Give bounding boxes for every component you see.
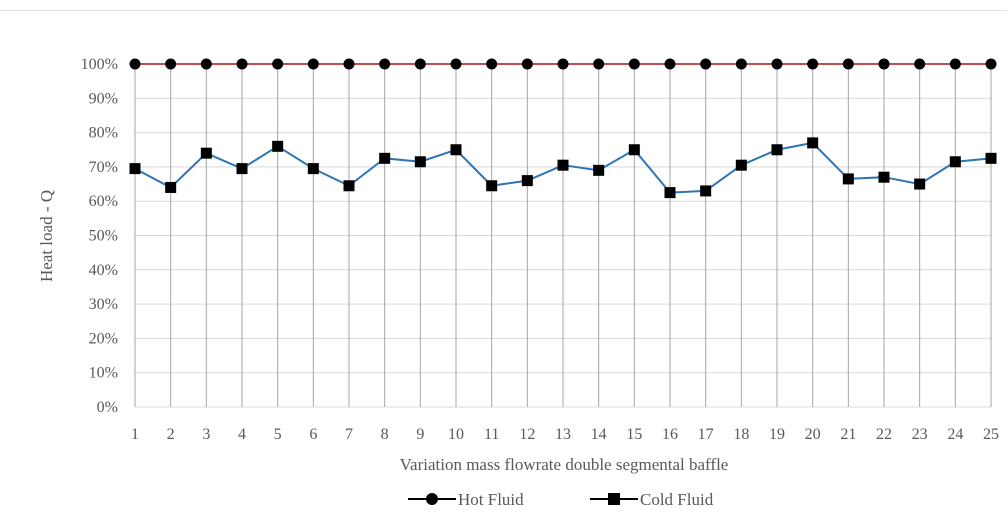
x-tick-label: 21	[840, 426, 856, 443]
data-point	[272, 140, 284, 152]
x-tick-label: 1	[131, 426, 139, 443]
data-point	[129, 58, 141, 70]
data-point	[593, 58, 605, 70]
data-point	[236, 163, 248, 175]
data-point	[307, 58, 319, 70]
data-point	[593, 164, 605, 176]
y-tick-label: 80%	[89, 125, 118, 142]
x-tick-label: 11	[484, 426, 499, 443]
data-point	[165, 181, 177, 193]
data-point	[807, 58, 819, 70]
x-tick-label: 12	[519, 426, 535, 443]
legend: Hot Fluid Cold Fluid	[408, 490, 714, 509]
x-tick-label: 13	[555, 426, 571, 443]
data-point	[486, 180, 498, 192]
x-tick-label: 24	[947, 426, 963, 443]
data-point	[735, 58, 747, 70]
data-point	[486, 58, 498, 70]
y-tick-label: 50%	[89, 228, 118, 245]
data-point	[807, 137, 819, 149]
data-point	[771, 58, 783, 70]
data-point	[949, 58, 961, 70]
data-point	[379, 152, 391, 164]
x-tick-label: 4	[238, 426, 246, 443]
x-tick-label: 14	[591, 426, 607, 443]
data-point	[557, 159, 569, 171]
chart-area	[0, 10, 1007, 525]
x-tick-label: 3	[202, 426, 210, 443]
data-point	[985, 58, 997, 70]
y-tick-label: 100%	[81, 56, 118, 73]
data-point	[165, 58, 177, 70]
y-tick-label: 30%	[89, 296, 118, 313]
data-point	[272, 58, 284, 70]
data-point	[414, 156, 426, 168]
data-point	[735, 159, 747, 171]
data-point	[521, 58, 533, 70]
data-point	[628, 144, 640, 156]
data-point	[914, 58, 926, 70]
data-point	[700, 58, 712, 70]
x-tick-label: 6	[309, 426, 317, 443]
data-point	[771, 144, 783, 156]
x-axis-tick-labels: 1 2 3 4 5 6 7 8 9 10 11 12 13 14 15 16 17 18 19 20 21 22 23 24 2…	[131, 426, 999, 443]
x-tick-label: 19	[769, 426, 785, 443]
x-tick-label: 22	[876, 426, 892, 443]
x-tick-label: 23	[912, 426, 928, 443]
y-tick-label: 40%	[89, 262, 118, 279]
data-point	[450, 58, 462, 70]
data-point	[343, 180, 355, 192]
y-tick-label: 0%	[97, 399, 118, 416]
legend-marker-square	[608, 493, 620, 505]
x-tick-label: 9	[416, 426, 424, 443]
x-tick-label: 20	[805, 426, 821, 443]
data-point	[343, 58, 355, 70]
data-point	[521, 175, 533, 187]
legend-label: Hot Fluid	[458, 490, 524, 509]
data-point	[236, 58, 248, 70]
grid-lines	[134, 63, 992, 408]
y-axis-title: Heat load - Q	[37, 190, 56, 282]
data-point	[664, 187, 676, 199]
data-point	[414, 58, 426, 70]
x-tick-label: 7	[345, 426, 353, 443]
data-point	[878, 58, 890, 70]
y-tick-label: 20%	[89, 330, 118, 347]
data-point	[878, 171, 890, 183]
x-tick-label: 8	[381, 426, 389, 443]
data-point	[628, 58, 640, 70]
data-point	[949, 156, 961, 168]
data-point	[664, 58, 676, 70]
series-group	[129, 58, 997, 199]
y-axis-tick-labels: 0% 10% 20% 30% 40% 50% 60% 70% 80% 90% 100%	[81, 56, 118, 416]
x-tick-label: 16	[662, 426, 678, 443]
data-point	[379, 58, 391, 70]
data-point	[842, 58, 854, 70]
y-tick-label: 10%	[89, 365, 118, 382]
data-point	[700, 185, 712, 197]
data-point	[985, 152, 997, 164]
x-tick-label: 5	[274, 426, 282, 443]
data-point	[129, 163, 141, 175]
x-tick-label: 18	[733, 426, 749, 443]
legend-label: Cold Fluid	[640, 490, 714, 509]
data-point	[842, 173, 854, 185]
x-tick-label: 2	[167, 426, 175, 443]
x-axis-title: Variation mass flowrate double segmental…	[400, 455, 729, 474]
x-tick-label: 10	[448, 426, 464, 443]
data-point	[307, 163, 319, 175]
data-point	[450, 144, 462, 156]
y-tick-label: 70%	[89, 159, 118, 176]
legend-marker-circle	[426, 493, 438, 505]
data-point	[914, 178, 926, 190]
x-tick-label: 15	[626, 426, 642, 443]
x-tick-label: 17	[698, 426, 714, 443]
y-tick-label: 60%	[89, 193, 118, 210]
data-point	[557, 58, 569, 70]
x-tick-label: 25	[983, 426, 999, 443]
y-tick-label: 90%	[89, 90, 118, 107]
data-point	[200, 147, 212, 159]
data-point	[200, 58, 212, 70]
